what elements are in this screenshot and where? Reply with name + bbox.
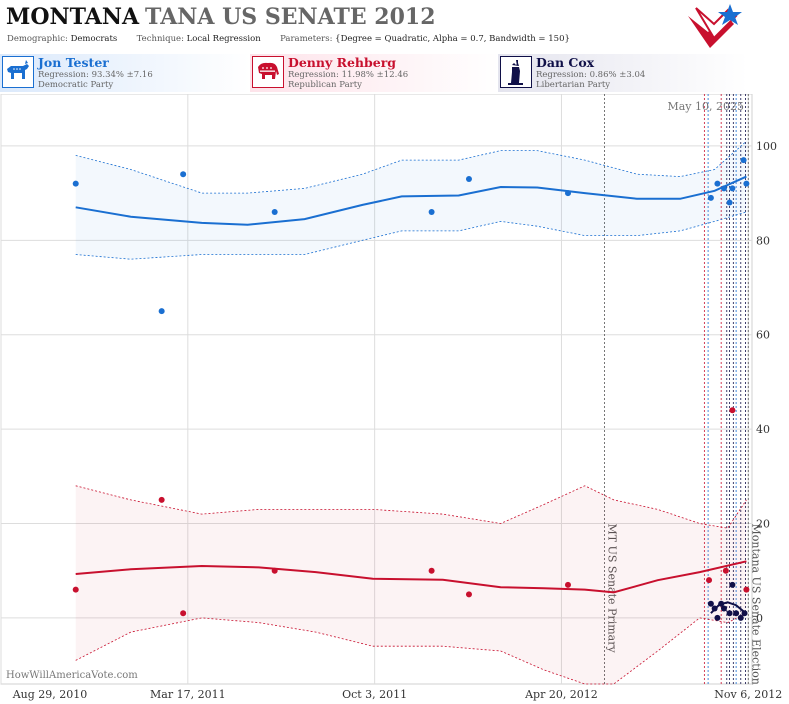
y-tick-label: 80 (756, 234, 770, 247)
candidate-party: Democratic Party (38, 80, 114, 90)
candidate-name: Jon Tester (38, 55, 109, 70)
elephant-icon (252, 56, 284, 88)
data-point (428, 209, 435, 215)
data-points (72, 157, 750, 621)
data-point (722, 567, 729, 574)
data-point (158, 496, 165, 503)
data-point (743, 180, 750, 187)
x-tick-label: Apr 20, 2012 (524, 688, 598, 701)
data-point (718, 600, 725, 607)
demographic-label: Demographic: (7, 34, 68, 44)
x-tick-labels: Aug 29, 2010 Mar 17, 2011 Oct 3, 2011 Apr 2… (12, 688, 783, 701)
technique-label: Technique: (136, 34, 184, 44)
y-tick-label: 20 (756, 518, 770, 531)
data-point (720, 185, 727, 192)
candidate-name: Dan Cox (536, 55, 595, 70)
data-point (737, 614, 744, 621)
trend-line (75, 175, 747, 226)
candidate-card-rehberg[interactable]: Denny Rehberg Regression: 11.98% ±12.46 … (250, 54, 500, 92)
subtitle: Demographic: Democrats Technique: Local … (7, 34, 570, 44)
data-point (706, 577, 713, 584)
data-point (726, 199, 733, 206)
data-point (465, 591, 472, 598)
y-tick-label: 60 (756, 329, 770, 342)
site-logo[interactable] (686, 2, 750, 52)
data-point (726, 610, 733, 617)
data-point (729, 185, 736, 192)
candidate-party: Republican Party (288, 80, 362, 90)
data-point (707, 600, 714, 607)
technique-value: Local Regression (186, 34, 261, 44)
parameters-label: Parameters: (280, 34, 333, 44)
x-tick-label: Mar 17, 2011 (150, 688, 226, 701)
y-tick-label: 40 (756, 423, 770, 436)
x-tick-label: Nov 6, 2012 (714, 688, 782, 701)
y-tick-labels: 0 20 40 60 80 100 (756, 140, 777, 625)
demographic-value: Democrats (70, 34, 118, 44)
watermark[interactable]: HowWillAmericaVote.com (6, 670, 138, 681)
flag-logo-icon (688, 4, 742, 48)
band-lower-line (75, 612, 747, 685)
plot-area (0, 94, 753, 685)
candidate-regression: Regression: 93.34% ±7.16 (38, 70, 153, 80)
data-point (743, 586, 750, 593)
data-point (729, 407, 736, 414)
event-label: Montana US Senate Election (749, 524, 762, 685)
data-point (729, 581, 736, 588)
candidate-card-cox[interactable]: Dan Cox Regression: 0.86% ±3.04 Libertar… (498, 54, 748, 92)
data-point (720, 605, 727, 612)
event-lines: MT US Senate Primary Montana US Senate El… (604, 94, 762, 685)
data-point (158, 308, 165, 315)
candidate-name: Denny Rehberg (288, 55, 397, 70)
data-point (711, 605, 718, 612)
data-point (714, 614, 721, 621)
data-point (271, 209, 278, 215)
data-point (740, 157, 747, 164)
data-point (707, 194, 714, 201)
parameters-value: {Degree = Quadratic, Alpha = 0.7, Bandwi… (335, 34, 570, 44)
data-point (180, 610, 187, 617)
page-title: MONTANA TANA US SENATE 2012 (6, 4, 436, 30)
data-point (564, 190, 571, 197)
event-label: MT US Senate Primary (605, 524, 618, 654)
data-point (428, 567, 435, 574)
trend-line (75, 560, 747, 594)
poll-chart: MT US Senate Primary Montana US Senate El… (0, 94, 783, 701)
candidate-card-tester[interactable]: Jon Tester Regression: 93.34% ±7.16 Demo… (0, 54, 250, 92)
y-tick-label: 100 (756, 140, 777, 153)
candidate-regression: Regression: 0.86% ±3.04 (536, 70, 646, 80)
candidate-party: Libertarian Party (536, 80, 611, 90)
x-tick-label: Aug 29, 2010 (12, 688, 88, 701)
confidence-band (75, 141, 747, 260)
data-point (271, 567, 278, 574)
title-state: MONTANA (6, 4, 140, 30)
band-lower-line (75, 211, 747, 260)
header: MONTANA TANA US SENATE 2012 Demographic: … (0, 0, 789, 52)
candidate-cards: Jon Tester Regression: 93.34% ±7.16 Demo… (0, 54, 789, 94)
data-point (714, 180, 721, 187)
data-point (180, 171, 187, 178)
gridlines (0, 94, 752, 684)
data-point (72, 180, 79, 187)
data-point (733, 610, 740, 617)
confidence-bands (75, 140, 747, 685)
data-point (465, 175, 472, 182)
title-race: TANA US SENATE 2012 (145, 4, 436, 30)
data-point (564, 581, 571, 588)
y-tick-label: 0 (756, 612, 763, 625)
x-tick-label: Oct 3, 2011 (342, 688, 407, 701)
candidate-regression: Regression: 11.98% ±12.46 (288, 70, 409, 80)
date-stamp: May 10, 2025 (667, 100, 744, 113)
band-upper-line (75, 485, 747, 529)
band-upper-line (75, 140, 747, 194)
data-point (741, 610, 748, 617)
liberty-icon (500, 56, 532, 88)
donkey-icon (2, 56, 34, 88)
data-point (72, 586, 79, 593)
confidence-band (75, 485, 747, 684)
